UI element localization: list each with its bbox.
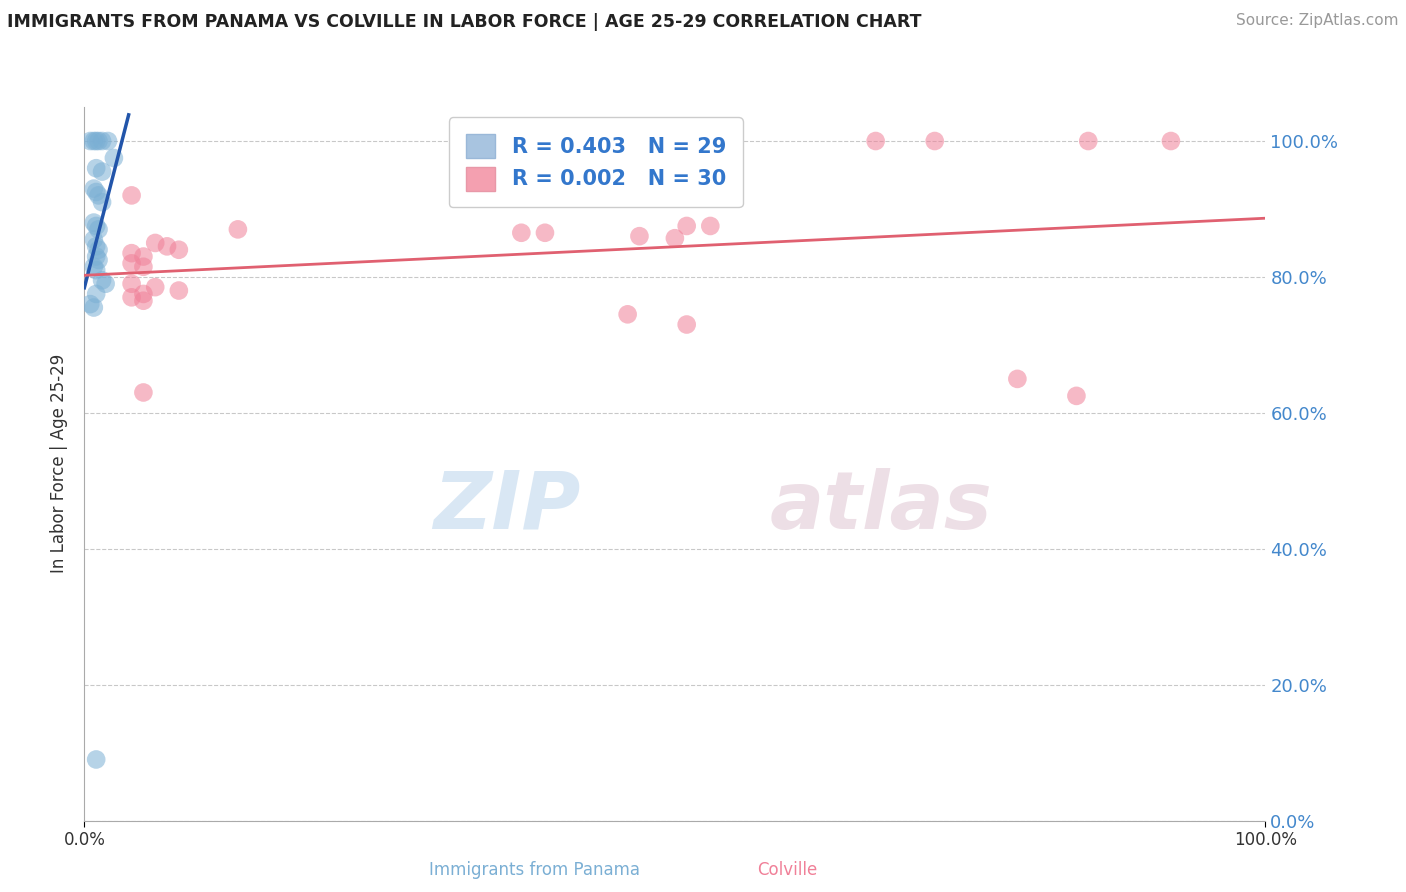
Point: [616, 307, 638, 321]
Point: [1077, 134, 1099, 148]
Point: [84, 219, 107, 233]
Point: [103, 151, 125, 165]
Point: [132, 287, 155, 301]
Point: [628, 229, 651, 244]
Point: [87, 243, 110, 257]
Legend: R = 0.403   N = 29, R = 0.002   N = 30: R = 0.403 N = 29, R = 0.002 N = 30: [449, 118, 742, 207]
Point: [91, 134, 114, 148]
Point: [84, 185, 107, 199]
Point: [83, 233, 105, 247]
Point: [83, 301, 105, 315]
Point: [132, 250, 155, 264]
Point: [87, 188, 110, 202]
Point: [79, 297, 101, 311]
Point: [121, 246, 143, 260]
Point: [91, 164, 114, 178]
Text: Colville: Colville: [758, 861, 817, 879]
Point: [167, 284, 190, 298]
Point: [79, 134, 101, 148]
Point: [1007, 372, 1029, 386]
Text: Immigrants from Panama: Immigrants from Panama: [429, 861, 640, 879]
Text: ZIP: ZIP: [433, 467, 581, 546]
Y-axis label: In Labor Force | Age 25-29: In Labor Force | Age 25-29: [51, 354, 69, 574]
Point: [675, 219, 697, 233]
Point: [226, 222, 249, 236]
Point: [83, 134, 105, 148]
Point: [865, 134, 887, 148]
Point: [121, 290, 143, 304]
Point: [91, 273, 114, 287]
Point: [121, 277, 143, 291]
Point: [83, 260, 105, 274]
Point: [84, 134, 107, 148]
Point: [132, 385, 155, 400]
Text: atlas: atlas: [769, 467, 993, 546]
Point: [87, 252, 110, 267]
Text: IMMIGRANTS FROM PANAMA VS COLVILLE IN LABOR FORCE | AGE 25-29 CORRELATION CHART: IMMIGRANTS FROM PANAMA VS COLVILLE IN LA…: [7, 13, 921, 31]
Point: [121, 188, 143, 202]
Point: [132, 260, 155, 274]
Point: [1160, 134, 1182, 148]
Point: [924, 134, 946, 148]
Point: [84, 263, 107, 277]
Point: [121, 256, 143, 270]
Point: [675, 318, 697, 332]
Point: [84, 250, 107, 264]
Text: Source: ZipAtlas.com: Source: ZipAtlas.com: [1236, 13, 1399, 29]
Point: [156, 239, 179, 253]
Point: [143, 280, 166, 294]
Point: [84, 287, 107, 301]
Point: [94, 277, 117, 291]
Point: [84, 752, 107, 766]
Point: [132, 293, 155, 308]
Point: [84, 239, 107, 253]
Point: [83, 181, 105, 195]
Point: [97, 134, 120, 148]
Point: [143, 235, 166, 250]
Point: [167, 243, 190, 257]
Point: [91, 195, 114, 210]
Point: [84, 161, 107, 176]
Point: [87, 134, 110, 148]
Point: [510, 226, 533, 240]
Point: [83, 216, 105, 230]
Point: [87, 222, 110, 236]
Point: [664, 231, 686, 245]
Point: [699, 219, 721, 233]
Point: [1066, 389, 1088, 403]
Point: [534, 226, 557, 240]
